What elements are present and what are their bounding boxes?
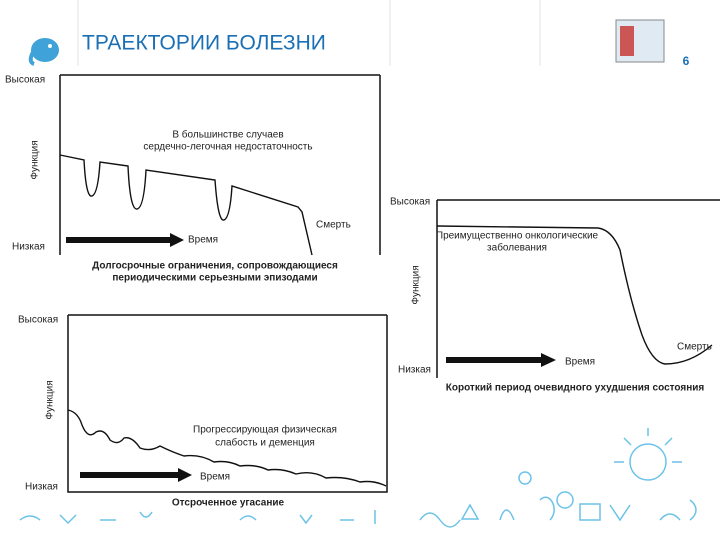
high-label: Высокая (18, 315, 58, 326)
death-label: Смерть (316, 220, 351, 231)
panel: Высокая Низкая Функция Преимущественно о… (390, 197, 720, 394)
panel: Высокая Низкая Функция Прогрессирующая ф… (18, 314, 388, 509)
annotation: сердечно-легочная недостаточность (143, 142, 312, 153)
time-label: Время (200, 472, 230, 483)
decor (28, 51, 35, 66)
decor (556, 491, 574, 509)
arrow-head (541, 353, 556, 367)
low-label: Низкая (25, 482, 58, 493)
trajectory (59, 154, 313, 256)
header: ТРАЕКТОРИИ БОЛЕЗНИ 6 (28, 0, 690, 68)
decor (48, 44, 52, 48)
annotation: В большинстве случаев (172, 129, 283, 141)
high-label: Высокая (390, 197, 430, 208)
title: ТРАЕКТОРИИ БОЛЕЗНИ (82, 32, 326, 55)
frame (67, 314, 388, 493)
annotation: Преимущественно онкологические (436, 231, 599, 242)
caption: Короткий период очевидного ухудшения сос… (446, 383, 705, 394)
arrow-head (170, 233, 184, 247)
decor (629, 443, 667, 481)
frame (59, 74, 381, 255)
page-number: 6 (683, 54, 690, 68)
annotation: слабость и деменция (215, 437, 315, 449)
decor (19, 510, 376, 525)
high-label: Высокая (5, 75, 45, 86)
decor (419, 496, 697, 528)
emblem-part (620, 26, 634, 56)
arrow-head (178, 468, 192, 482)
decor (518, 471, 532, 485)
low-label: Низкая (12, 242, 45, 253)
decor (614, 428, 682, 463)
trajectory (67, 409, 387, 487)
time-label: Время (565, 357, 595, 368)
trajectory (436, 225, 713, 365)
caption: периодическими серьезными эпизодами (112, 273, 317, 284)
frame (436, 199, 720, 378)
caption: Долгосрочные ограничения, сопровождающие… (92, 261, 338, 272)
time-label: Время (188, 235, 218, 246)
decoration (19, 428, 697, 528)
decor (31, 38, 59, 62)
y-label: Функция (45, 380, 56, 419)
annotation: заболевания (487, 242, 547, 254)
y-label: Функция (30, 140, 41, 179)
panel: Высокая Низкая Функция В большинстве слу… (5, 74, 381, 284)
death-label: Смерть (677, 342, 712, 353)
annotation: Прогрессирующая физическая (193, 424, 337, 436)
y-label: Функция (411, 265, 422, 304)
low-label: Низкая (398, 365, 431, 376)
logo (28, 38, 59, 66)
caption: Отсроченное угасание (172, 498, 285, 509)
